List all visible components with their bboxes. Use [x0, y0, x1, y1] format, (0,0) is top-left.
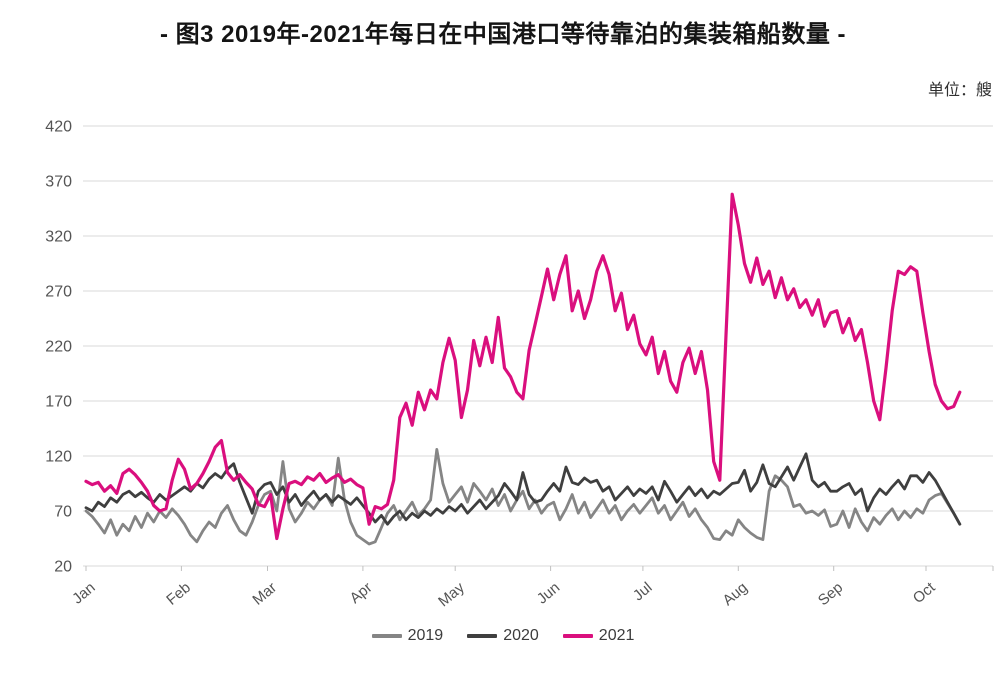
- chart-title: - 图3 2019年-2021年每日在中国港口等待靠泊的集装箱船数量 -: [159, 21, 847, 48]
- series-line-2020: [84, 452, 962, 526]
- y-tick-label: 270: [45, 284, 72, 301]
- chart-legend: 2019 2020 2021: [0, 627, 1006, 645]
- x-tick-label: Aug: [719, 579, 750, 609]
- legend-item-2020: 2020: [467, 627, 539, 645]
- legend-label-2021: 2021: [598, 627, 635, 644]
- x-tick-label: May: [435, 579, 468, 611]
- line-chart: 20 70 120 170 220 270 320 370 420 Jan Feb Mar Apr May…: [45, 119, 994, 611]
- legend-item-2021: 2021: [562, 627, 635, 645]
- x-tick-label: Jun: [534, 579, 563, 608]
- x-tick-label: Jan: [69, 579, 98, 608]
- x-tick-label: Mar: [249, 579, 280, 609]
- legend-swatch-2021: [562, 634, 593, 638]
- y-tick-label: 370: [45, 174, 72, 191]
- y-tick-label: 20: [54, 559, 72, 576]
- x-tick-label: Feb: [163, 579, 194, 609]
- x-tick-label: Oct: [910, 579, 939, 608]
- legend-swatch-2020: [467, 634, 498, 638]
- legend-swatch-2019: [371, 634, 402, 638]
- x-tick-label: Apr: [347, 579, 376, 607]
- legend-label-2019: 2019: [407, 627, 444, 644]
- legend-item-2019: 2019: [371, 627, 444, 645]
- series-line-2021: [84, 192, 962, 541]
- unit-label: 单位：艘: [927, 82, 992, 99]
- series-line-2019: [84, 447, 962, 546]
- legend-label-2020: 2020: [503, 627, 539, 644]
- y-tick-label: 420: [45, 119, 72, 136]
- y-tick-label: 120: [45, 449, 72, 466]
- y-tick-label: 220: [45, 339, 72, 356]
- y-tick-label: 70: [54, 504, 72, 521]
- x-tick-label: Sep: [815, 579, 846, 609]
- x-tick-label: Jul: [630, 579, 656, 604]
- y-tick-label: 320: [45, 229, 72, 246]
- y-tick-label: 170: [45, 394, 72, 411]
